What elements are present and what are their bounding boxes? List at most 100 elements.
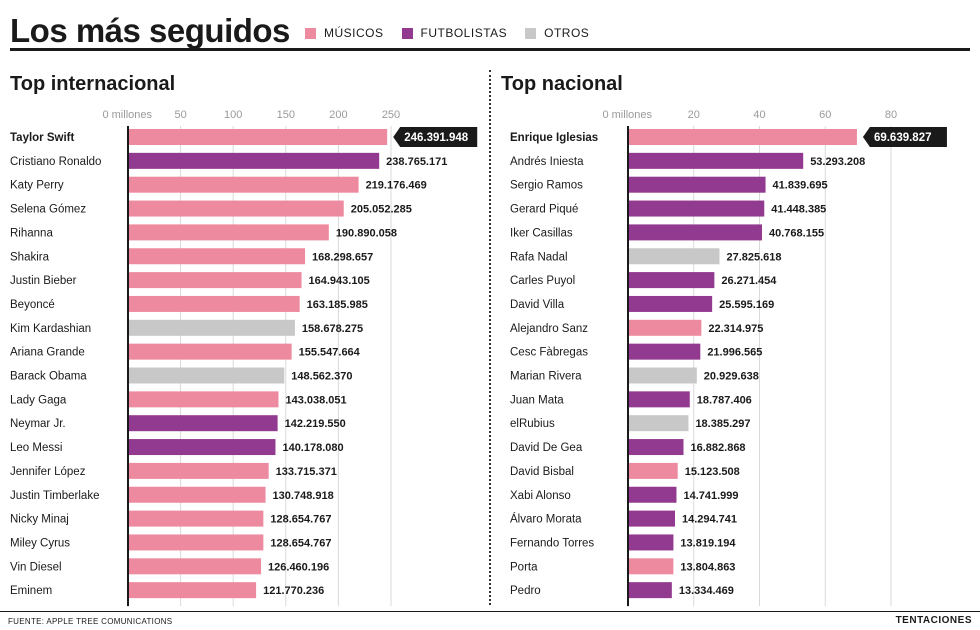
bar xyxy=(628,582,672,599)
category-label: Lady Gaga xyxy=(10,394,67,406)
chart-top-internacional: Top internacional 0 millones 50 100 150 200 25… xyxy=(10,73,478,607)
footer-source: FUENTE: APPLE TREE COMUNICATIONS xyxy=(8,617,173,626)
value-label: 155.547.664 xyxy=(299,347,361,359)
category-label: Enrique Iglesias xyxy=(510,132,598,144)
category-label: Gerard Piqué xyxy=(510,204,578,216)
bar xyxy=(628,439,684,456)
tick-label: 50 xyxy=(174,109,186,121)
value-label: 13.819.194 xyxy=(680,537,736,549)
value-label: 126.460.196 xyxy=(268,561,329,573)
category-label: Justin Timberlake xyxy=(10,490,99,502)
value-label: 128.654.767 xyxy=(270,514,331,526)
legend-item-otros: OTROS xyxy=(525,26,589,40)
highlight-callout xyxy=(393,127,478,147)
value-label: 246.391.948 xyxy=(404,132,469,144)
tick-label: 20 xyxy=(688,109,700,121)
category-label: Rihanna xyxy=(10,227,53,239)
bar xyxy=(628,462,678,479)
bar xyxy=(628,343,701,360)
bar xyxy=(628,391,690,408)
bar xyxy=(128,152,380,169)
footer-brand: TENTACIONES xyxy=(895,615,972,626)
category-label: Eminem xyxy=(10,585,52,597)
bar xyxy=(628,319,702,336)
value-label: 14.741.999 xyxy=(683,490,738,502)
bar xyxy=(628,510,675,527)
value-label: 164.943.105 xyxy=(309,275,370,287)
category-label: Leo Messi xyxy=(10,442,62,454)
legend-swatch-otros xyxy=(525,27,537,39)
category-label: Beyoncé xyxy=(10,299,55,311)
category-label: Rafa Nadal xyxy=(510,251,568,263)
bar xyxy=(128,272,302,289)
category-label: Jennifer López xyxy=(10,466,86,478)
value-label: 27.825.618 xyxy=(726,251,781,263)
tick-label: 250 xyxy=(382,109,400,121)
value-label: 133.715.371 xyxy=(276,466,337,478)
top-rule xyxy=(10,48,970,51)
value-label: 140.178.080 xyxy=(282,442,343,454)
category-label: Iker Casillas xyxy=(510,227,573,239)
value-label: 128.654.767 xyxy=(270,537,331,549)
value-label: 13.334.469 xyxy=(679,585,734,597)
page-title: Los más seguidos xyxy=(10,12,290,49)
category-label: Cristiano Ronaldo xyxy=(10,156,101,168)
category-label: Juan Mata xyxy=(510,394,564,406)
chart-title: Top nacional xyxy=(501,73,623,95)
category-label: David De Gea xyxy=(510,442,583,454)
category-label: Shakira xyxy=(10,251,50,263)
category-label: Nicky Minaj xyxy=(10,514,69,526)
category-label: elRubius xyxy=(510,418,555,430)
category-label: David Bisbal xyxy=(510,466,574,478)
value-label: 15.123.508 xyxy=(685,466,740,478)
value-label: 238.765.171 xyxy=(386,156,447,168)
value-label: 143.038.051 xyxy=(285,394,346,406)
value-label: 168.298.657 xyxy=(312,251,373,263)
bar xyxy=(128,248,306,265)
tick-label: 200 xyxy=(329,109,347,121)
legend-swatch-futbolistas xyxy=(401,27,413,39)
category-label: Alejandro Sanz xyxy=(510,323,588,335)
bar xyxy=(128,295,300,312)
column-divider xyxy=(489,70,491,605)
value-label: 219.176.469 xyxy=(366,180,427,192)
legend-label-otros: OTROS xyxy=(544,26,590,40)
bar xyxy=(128,534,264,551)
legend-swatch-musicos xyxy=(305,27,316,39)
bar xyxy=(628,200,765,217)
category-label: Andrés Iniesta xyxy=(510,156,584,168)
value-label: 41.448.385 xyxy=(771,204,826,216)
bar xyxy=(628,558,674,575)
bar xyxy=(128,439,276,456)
tick-label: 150 xyxy=(277,109,295,121)
bar xyxy=(628,486,677,503)
legend-label-futbolistas: FUTBOLISTAS xyxy=(420,26,508,40)
tick-label: 40 xyxy=(753,109,765,121)
tick-label: 80 xyxy=(885,109,897,121)
value-label: 26.271.454 xyxy=(721,275,777,287)
value-label: 53.293.208 xyxy=(810,156,865,168)
value-label: 190.890.058 xyxy=(336,227,397,239)
value-label: 69.639.827 xyxy=(874,132,932,144)
value-label: 16.882.868 xyxy=(691,442,746,454)
category-label: Miley Cyrus xyxy=(10,537,70,549)
value-label: 130.748.918 xyxy=(273,490,334,502)
chart-top-nacional: Top nacional 0 millones 20 40 60 80 Enrique Ig… xyxy=(501,73,947,607)
category-label: Kim Kardashian xyxy=(10,323,91,335)
category-label: Selena Gómez xyxy=(10,204,86,216)
category-label: Carles Puyol xyxy=(510,275,575,287)
category-label: Porta xyxy=(510,561,538,573)
category-label: Vin Diesel xyxy=(10,561,62,573)
bar xyxy=(128,558,262,575)
bar xyxy=(128,319,295,336)
value-label: 205.052.285 xyxy=(351,204,412,216)
value-label: 158.678.275 xyxy=(302,323,363,335)
category-label: Ariana Grande xyxy=(10,347,85,359)
category-label: Fernando Torres xyxy=(510,537,594,549)
category-label: Barack Obama xyxy=(10,371,87,383)
value-label: 40.768.155 xyxy=(769,227,824,239)
bar xyxy=(128,176,359,193)
category-label: Taylor Swift xyxy=(10,132,74,144)
category-label: Xabi Alonso xyxy=(510,490,571,502)
bar xyxy=(628,367,697,384)
